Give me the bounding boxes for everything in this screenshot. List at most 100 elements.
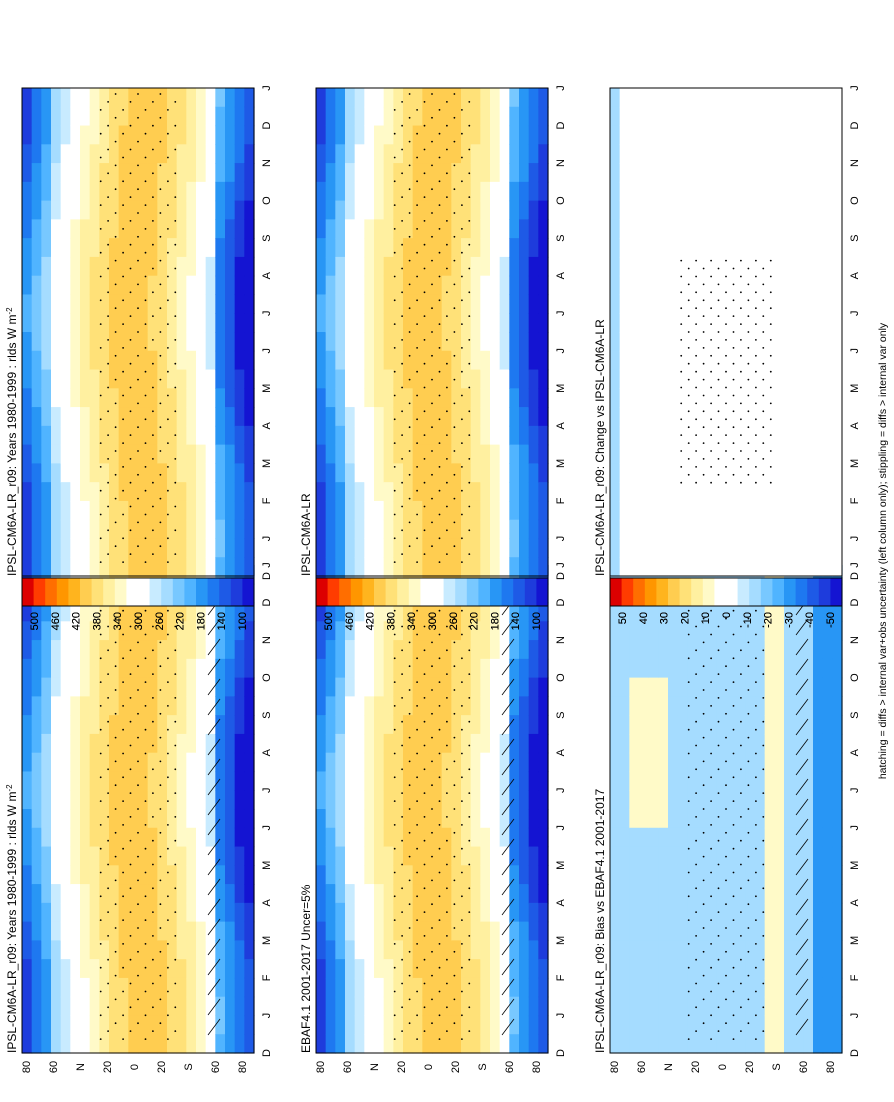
stipple-dot <box>167 728 169 731</box>
heat-cell <box>109 519 120 540</box>
heat-cell <box>668 959 679 979</box>
heat-cell <box>147 350 158 371</box>
heat-cell <box>89 200 100 220</box>
stipple-dot <box>167 251 169 254</box>
heat-cell <box>89 350 100 371</box>
stipple-dot <box>137 307 139 310</box>
stipple-dot <box>446 434 448 436</box>
heat-cell <box>51 500 62 521</box>
heat-cell <box>167 163 178 183</box>
heat-cell <box>803 827 814 848</box>
heat-cell <box>89 256 100 277</box>
stipple-dot <box>687 871 690 874</box>
stipple-dot <box>174 792 177 794</box>
heat-cell <box>538 996 549 1017</box>
heat-cell <box>196 1034 207 1054</box>
heat-cell <box>109 921 120 941</box>
heat-cell <box>735 677 746 697</box>
stipple-dot <box>408 760 411 763</box>
stipple-dot <box>122 919 124 921</box>
heat-cell <box>316 519 327 540</box>
heat-cell <box>745 996 756 1017</box>
heat-cell <box>22 640 33 660</box>
heat-cell <box>51 125 62 145</box>
heat-cell <box>335 790 346 810</box>
stipple-dot <box>416 990 418 993</box>
stipple-dot <box>438 1038 441 1040</box>
heat-cell <box>80 425 91 446</box>
heat-cell <box>432 106 443 127</box>
heat-cell <box>147 771 158 791</box>
stipple-dot <box>431 473 433 476</box>
stipple-dot <box>762 697 765 699</box>
heat-cell <box>461 809 472 829</box>
stipple-dot <box>446 553 448 555</box>
heat-cell <box>70 256 81 277</box>
hatch-line <box>501 918 515 936</box>
stipple-dot <box>416 394 418 397</box>
heat-cell <box>461 752 472 773</box>
heat-cell <box>147 519 158 540</box>
heat-cell <box>432 1034 443 1054</box>
heat-cell <box>499 350 510 371</box>
heat-cell <box>519 809 530 829</box>
heat-cell <box>461 865 472 885</box>
stipple-dot <box>167 180 169 183</box>
heat-cell <box>480 425 491 446</box>
heat-cell <box>22 275 33 296</box>
stipple-dot <box>755 800 757 802</box>
heat-cell <box>668 921 679 941</box>
heat-cell <box>412 238 423 258</box>
heat-cell <box>403 444 414 464</box>
heat-cell <box>480 519 491 540</box>
heat-cell <box>629 407 640 427</box>
heat-cell <box>374 846 385 866</box>
heat-cell <box>89 463 100 483</box>
heat-cell <box>519 388 530 408</box>
heat-cell <box>51 827 62 848</box>
colorbar-label: 100 <box>237 612 249 630</box>
stipple-dot <box>167 132 169 135</box>
heat-cell <box>619 827 630 848</box>
stipple-dot <box>393 966 396 969</box>
heat-cell <box>451 902 462 923</box>
heat-cell <box>755 125 766 145</box>
heat-cell <box>22 921 33 941</box>
heat-cell <box>70 350 81 371</box>
heat-cell <box>422 677 433 697</box>
stipple-dot <box>159 808 162 810</box>
heat-cell <box>147 996 158 1017</box>
heat-cell <box>697 1015 708 1035</box>
stipple-dot <box>423 386 426 389</box>
heat-cell <box>225 884 236 904</box>
heat-cell <box>451 106 462 127</box>
month-tick-label: M <box>555 861 567 870</box>
heat-cell <box>528 256 539 277</box>
heat-cell <box>735 444 746 464</box>
month-tick-label: M <box>555 459 567 468</box>
heat-cell <box>41 181 52 202</box>
heat-cell <box>461 388 472 408</box>
stipple-dot <box>393 705 396 707</box>
heat-cell <box>509 519 520 540</box>
heat-cell <box>118 790 129 810</box>
heat-cell <box>726 921 737 941</box>
heat-cell <box>668 144 679 164</box>
heat-cell <box>31 827 42 848</box>
heat-cell <box>528 959 539 979</box>
stipple-dot <box>393 180 396 183</box>
stipple-dot <box>99 275 102 278</box>
heat-cell <box>167 658 178 679</box>
heat-cell <box>60 463 71 483</box>
heat-cell <box>648 275 659 296</box>
heat-cell <box>138 752 149 773</box>
heat-cell <box>697 181 708 202</box>
heat-cell <box>677 275 688 296</box>
heat-cell <box>509 827 520 848</box>
heat-cell <box>109 1015 120 1035</box>
heat-cell <box>610 463 621 483</box>
heat-cell <box>745 846 756 866</box>
heat-cell <box>735 369 746 389</box>
stipple-dot <box>107 839 109 842</box>
stipple-dot <box>159 998 162 1001</box>
